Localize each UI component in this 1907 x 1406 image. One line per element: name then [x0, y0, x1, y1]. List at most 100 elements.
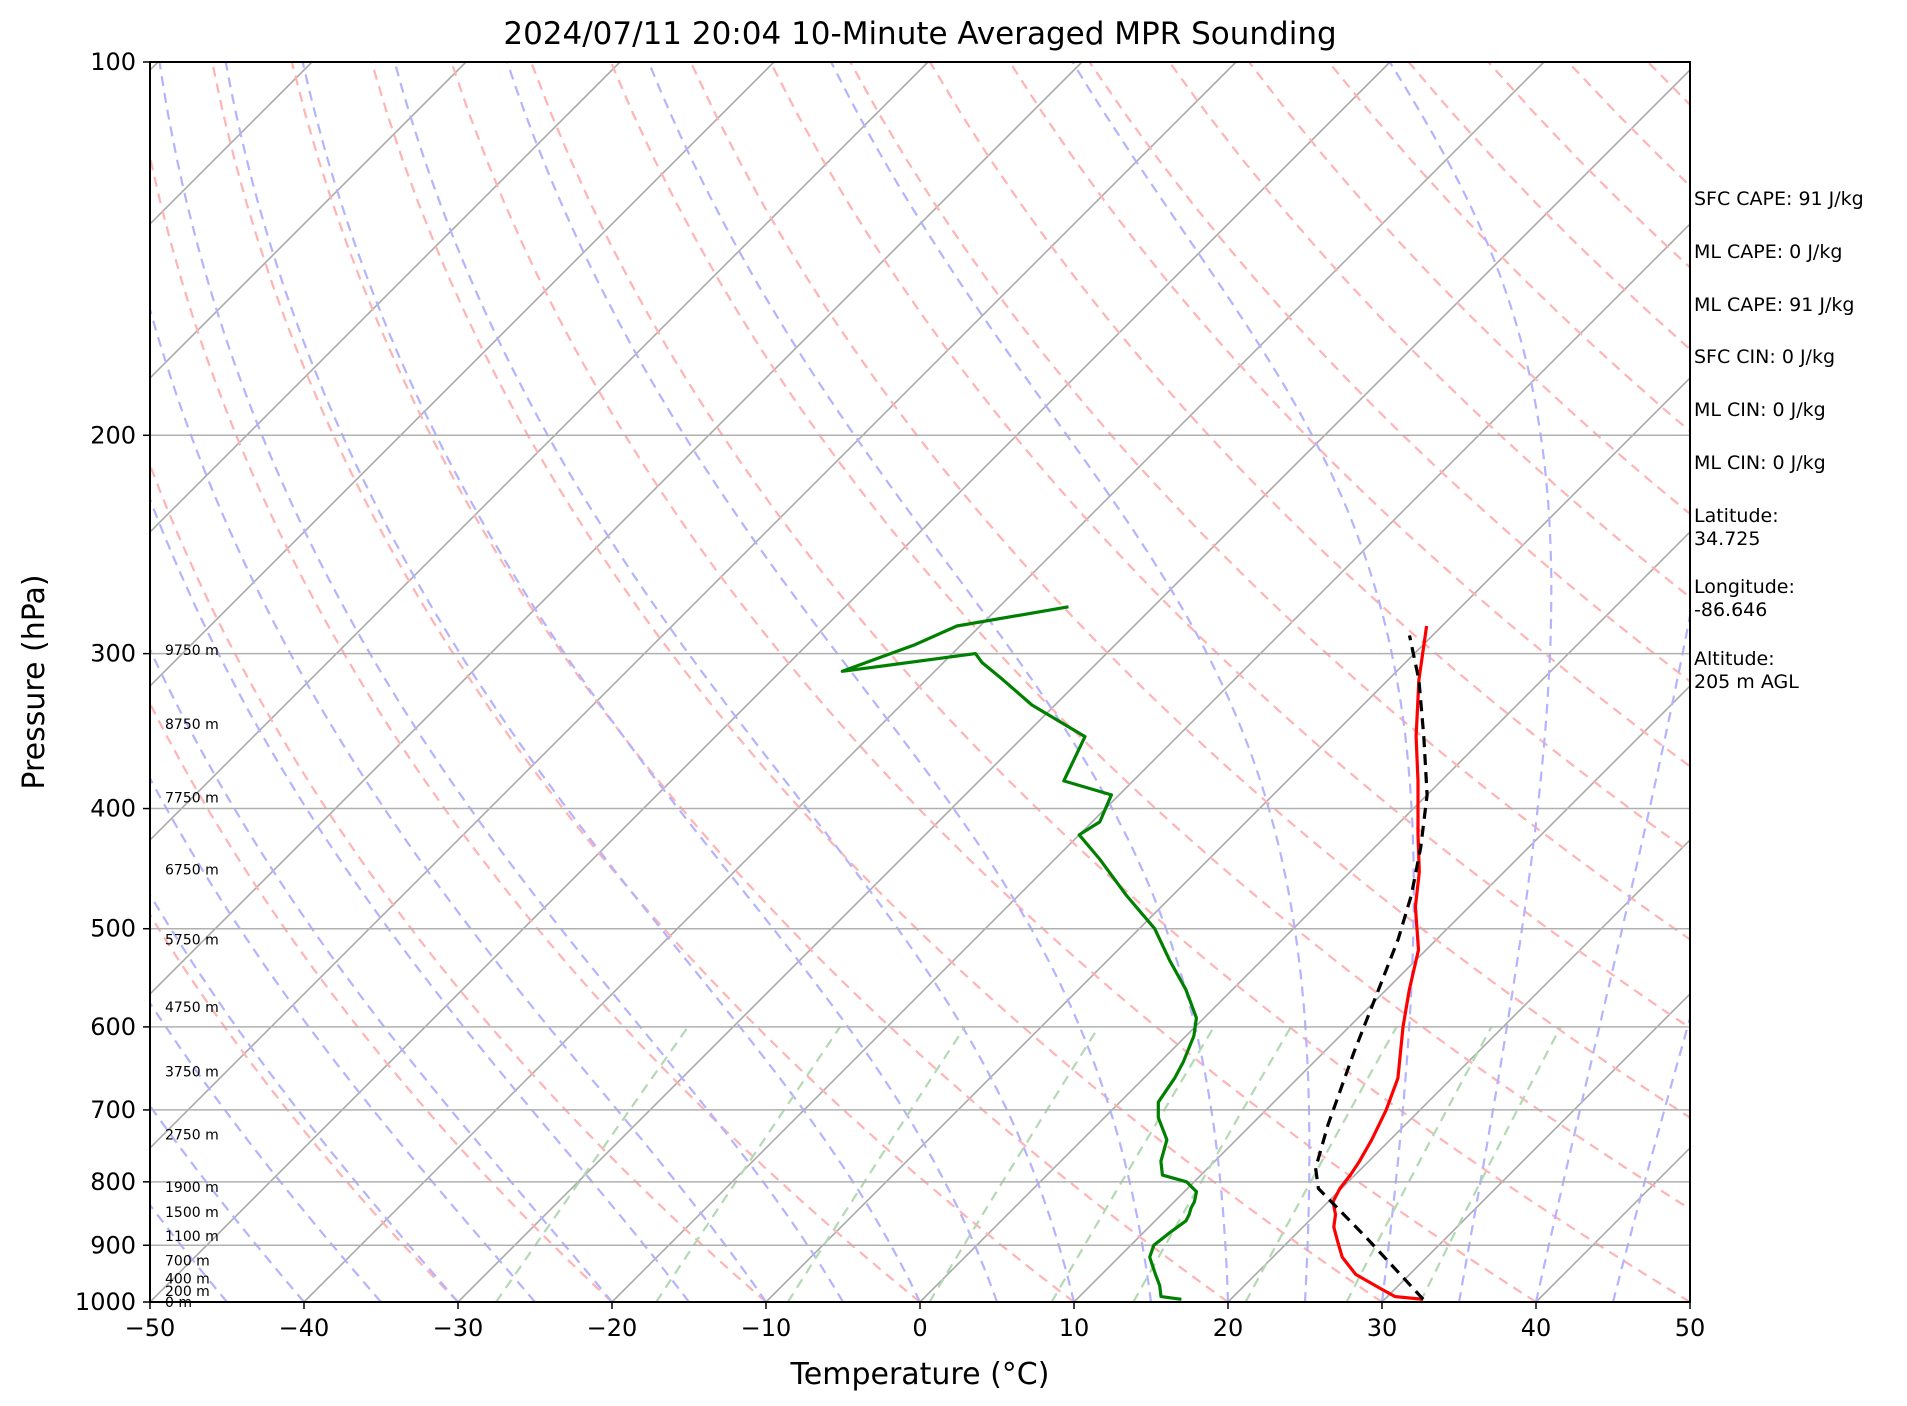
moist-adiabat-line [150, 892, 459, 1302]
moist-adiabat-line [150, 776, 536, 1302]
temperature-line [1331, 625, 1429, 1301]
height-label: 1100 m [165, 1229, 219, 1245]
dry-adiabat-line [150, 462, 767, 1302]
mixing-ratio-line [928, 1026, 1100, 1302]
mixing-ratio-line [1345, 1026, 1493, 1302]
info-item: Longitude: -86.646 [1694, 576, 1795, 622]
isotherm-line [150, 62, 1237, 1150]
info-item: ML CAPE: 0 J/kg [1694, 240, 1843, 263]
info-item: Altitude: 205 m AGL [1694, 647, 1799, 693]
height-label: 4750 m [165, 1000, 219, 1016]
x-tick-label: −40 [279, 1314, 330, 1342]
dewpoint-line [840, 605, 1199, 1301]
moist-adiabat-line [506, 62, 1153, 1302]
isotherm-line [150, 62, 1083, 996]
plot-frame [149, 61, 1691, 1303]
moist-adiabat-line [1071, 62, 1415, 1302]
dry-adiabat-line [530, 62, 1690, 1302]
sounding-info-panel: SFC CAPE: 91 J/kg ML CAPE: 0 J/kg ML CAPE:… [1694, 188, 1904, 720]
x-tick-label: 40 [1521, 1314, 1552, 1342]
moist-adiabat-line [830, 62, 1311, 1302]
y-tick-label: 800 [90, 1168, 136, 1196]
dry-adiabat-line [929, 62, 1690, 854]
y-axis-ticks: 100 200 300 400 500 600 700 800 900 1000 [75, 48, 150, 1316]
isotherm-line [150, 62, 1391, 1302]
y-tick-label: 200 [90, 421, 136, 449]
y-tick-label: 300 [90, 640, 136, 668]
info-item: Latitude: 34.725 [1694, 504, 1779, 550]
height-label: 6750 m [165, 863, 219, 879]
parcel-path-line [1314, 635, 1429, 1301]
x-tick-label: −30 [433, 1314, 484, 1342]
series-layer [840, 605, 1429, 1301]
moist-adiabat-line [150, 1001, 382, 1302]
moist-adiabat-line [158, 62, 844, 1302]
dry-adiabat-line [150, 701, 613, 1302]
moist-adiabat-line [150, 646, 613, 1302]
x-tick-label: 30 [1367, 1314, 1398, 1342]
moist-adiabat-line [150, 496, 690, 1302]
moist-adiabat-line [393, 62, 1076, 1302]
isotherm-line [919, 530, 1690, 1302]
height-label: 7750 m [165, 791, 219, 807]
pressure-gridlines [150, 62, 1690, 1302]
y-tick-label: 700 [90, 1096, 136, 1124]
isotherm-line [1073, 684, 1690, 1302]
x-tick-label: 50 [1675, 1314, 1706, 1342]
moist-adiabats [150, 62, 1690, 1302]
x-tick-label: −50 [125, 1314, 176, 1342]
height-label: 200 m [165, 1284, 210, 1300]
x-tick-label: −20 [587, 1314, 638, 1342]
dry-adiabat-line [609, 62, 1690, 1211]
moist-adiabat-line [150, 305, 767, 1302]
isotherm-line [303, 62, 1545, 1302]
height-label: 5750 m [165, 932, 219, 948]
y-tick-label: 1000 [75, 1288, 136, 1316]
mixing-ratio-line [1050, 1026, 1215, 1302]
isotherm-line [150, 62, 929, 842]
info-item: SFC CAPE: 91 J/kg [1694, 188, 1864, 210]
info-item: SFC CIN: 0 J/kg [1694, 346, 1836, 369]
height-label: 1900 m [165, 1180, 219, 1196]
moist-adiabat-line [301, 62, 999, 1302]
isotherm-line [1227, 838, 1690, 1302]
x-axis-ticks: −50 −40 −30 −20 −10 0 10 20 30 40 50 [125, 1302, 1706, 1342]
isotherm-line [1381, 992, 1690, 1302]
dry-adiabat-line [150, 151, 921, 1302]
height-label: 9750 m [165, 643, 219, 659]
height-label: 3750 m [165, 1065, 219, 1081]
x-tick-label: 0 [912, 1314, 927, 1342]
isotherm-line [0, 62, 4, 1302]
dry-adiabat-line [769, 62, 1690, 1030]
isotherm-line [457, 68, 1690, 1302]
isotherm-line [765, 376, 1690, 1302]
mixing-ratio-line [1419, 1026, 1562, 1302]
isotherm-line [150, 62, 467, 380]
x-tick-label: −10 [741, 1314, 792, 1342]
info-item: ML CAPE: 91 J/kg [1694, 293, 1855, 316]
mixing-ratio-line [1132, 1026, 1292, 1302]
plot-area [0, 62, 1690, 1302]
moist-adiabat-line [1611, 1014, 1690, 1302]
height-label: 8750 m [165, 717, 219, 733]
y-tick-label: 100 [90, 48, 136, 76]
dry-adiabat-line [450, 62, 1537, 1302]
dry-adiabat-line [689, 62, 1690, 1120]
moist-adiabat-line [647, 62, 1230, 1302]
moist-adiabat-line [1388, 62, 1553, 1302]
info-item: ML CIN: 0 J/kg [1694, 451, 1826, 474]
dry-adiabat-line [1008, 62, 1690, 768]
height-label: 1500 m [165, 1205, 219, 1221]
x-axis-label: Temperature (°C) [790, 1357, 1050, 1392]
height-label: 2750 m [165, 1128, 219, 1144]
x-tick-label: 20 [1213, 1314, 1244, 1342]
chart-title: 2024/07/11 20:04 10-Minute Averaged MPR … [503, 16, 1336, 52]
info-item: ML CIN: 0 J/kg [1694, 399, 1826, 422]
dry-adiabats [150, 62, 1690, 1302]
height-label: 400 m [165, 1271, 210, 1287]
y-tick-label: 500 [90, 915, 136, 943]
moist-adiabat-line [224, 62, 921, 1302]
dry-adiabat-line [1088, 62, 1690, 683]
